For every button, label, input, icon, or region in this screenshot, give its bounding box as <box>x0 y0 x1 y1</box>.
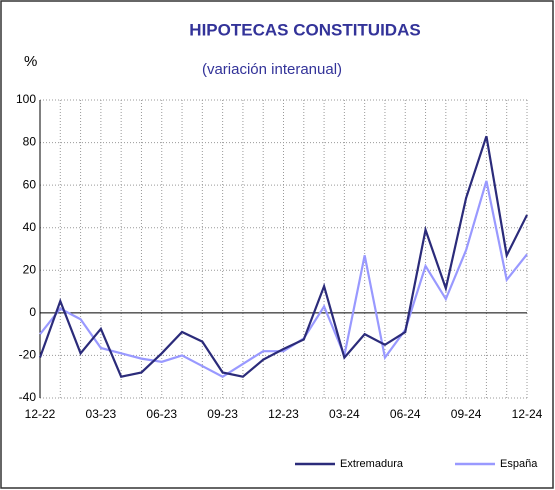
x-tick-label: 06-23 <box>146 407 177 421</box>
x-tick-label: 12-24 <box>512 407 543 421</box>
y-tick-label: 0 <box>29 305 36 319</box>
x-tick-label: 03-23 <box>86 407 117 421</box>
x-tick-label: 03-24 <box>329 407 360 421</box>
y-tick-label: -40 <box>19 390 37 404</box>
y-tick-label: 60 <box>23 177 37 191</box>
legend-label: Extremadura <box>340 458 404 470</box>
series-line <box>39 180 528 378</box>
series-line <box>38 135 528 378</box>
legend-label: España <box>500 458 538 470</box>
x-tick-label: 09-24 <box>451 407 482 421</box>
x-tick-label: 06-24 <box>390 407 421 421</box>
y-tick-label: 80 <box>23 135 37 149</box>
x-tick-label: 12-23 <box>268 407 299 421</box>
chart-subtitle: (variación interanual) <box>202 61 342 78</box>
x-tick-label: 12-22 <box>25 407 56 421</box>
y-tick-label: 100 <box>16 92 36 106</box>
chart-title: HIPOTECAS CONSTITUIDAS <box>189 20 420 39</box>
y-tick-label: 20 <box>23 262 37 276</box>
y-tick-label: 40 <box>23 220 37 234</box>
y-tick-label: -20 <box>19 348 37 362</box>
x-tick-label: 09-23 <box>207 407 238 421</box>
y-axis-label: % <box>24 53 37 70</box>
